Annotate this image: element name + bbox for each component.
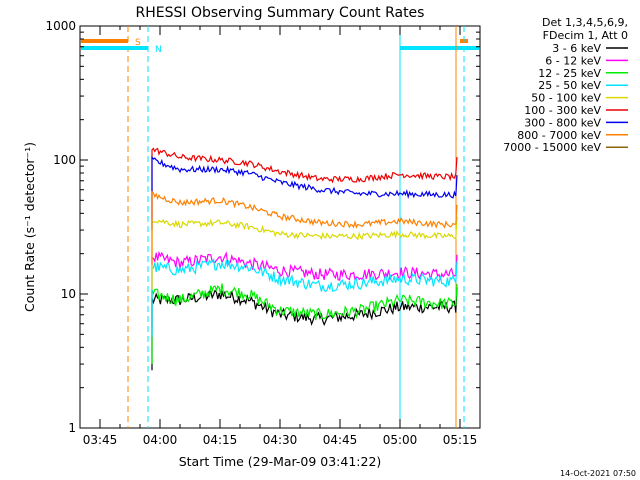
series-line — [151, 216, 458, 290]
legend-label: 100 - 300 keV — [524, 104, 601, 117]
legend-label: 6 - 12 keV — [545, 54, 601, 67]
footer-date: 14-Oct-2021 07:50 — [560, 469, 636, 478]
legend-label: 12 - 25 keV — [538, 67, 601, 80]
legend-label: 3 - 6 keV — [552, 42, 601, 55]
x-tick-label: 04:00 — [143, 433, 178, 447]
plot-frame — [79, 25, 481, 429]
plot-area: SN 03:45 04:00 04:15 04:30 04:45 05:00 05:15 1… — [45, 19, 481, 447]
series-line — [151, 190, 458, 265]
observing-markers: SN — [81, 26, 479, 428]
x-axis-label: Start Time (29-Mar-09 03:41:22) — [179, 454, 382, 469]
x-tick-label: 04:45 — [323, 433, 358, 447]
y-axis-label: Count Rate (s⁻¹ detector⁻¹) — [22, 142, 37, 312]
legend-header-line: Det 1,3,4,5,6,9, — [542, 16, 628, 29]
series-line — [151, 250, 458, 327]
x-tick-label: 05:15 — [443, 433, 478, 447]
x-tick-label: 04:15 — [203, 433, 238, 447]
y-tick-label: 100 — [53, 153, 76, 167]
x-tick-label: 03:45 — [83, 433, 118, 447]
y-tick-label: 1 — [68, 421, 76, 435]
legend-label: 7000 - 15000 keV — [503, 141, 601, 154]
legend-header-line: FDecim 1, Att 0 — [543, 29, 628, 42]
series-line — [151, 258, 458, 337]
legend-label: 25 - 50 keV — [538, 79, 601, 92]
x-axis-ticks: 03:45 04:00 04:15 04:30 04:45 05:00 05:15 — [79, 26, 481, 447]
legend-label: 300 - 800 keV — [524, 116, 601, 129]
series-line — [151, 283, 458, 365]
series-lines — [151, 147, 458, 371]
x-tick-label: 04:30 — [263, 433, 298, 447]
y-tick-label: 10 — [61, 287, 76, 301]
chart-title: RHESSI Observing Summary Count Rates — [136, 5, 425, 21]
series-line — [151, 155, 458, 231]
legend-label: 800 - 7000 keV — [517, 129, 601, 142]
marker-label: N — [155, 45, 162, 55]
legend-header: Det 1,3,4,5,6,9, FDecim 1, Att 0 — [542, 16, 628, 42]
y-axis-ticks: 1 10 100 1000 — [45, 19, 480, 435]
series-line — [151, 147, 458, 220]
legend-label: 50 - 100 keV — [531, 92, 601, 105]
x-tick-label: 05:00 — [383, 433, 418, 447]
marker-label: S — [135, 38, 141, 48]
y-tick-label: 1000 — [45, 19, 76, 33]
